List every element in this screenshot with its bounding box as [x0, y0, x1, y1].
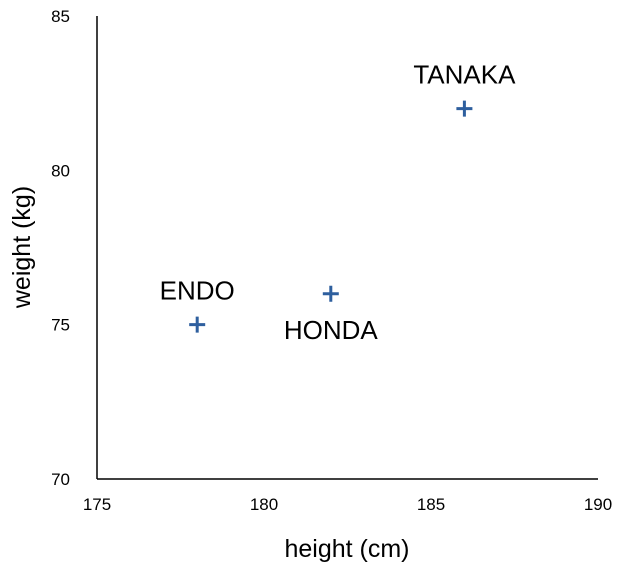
point-label: HONDA: [284, 315, 379, 345]
x-tick-label: 175: [83, 495, 111, 514]
data-points: TANAKA ENDO HONDA: [160, 60, 516, 345]
data-point-honda: HONDA: [284, 285, 379, 345]
x-tick-labels: 175 180 185 190: [83, 495, 612, 514]
y-tick-label: 80: [51, 161, 70, 180]
data-point-tanaka: TANAKA: [413, 60, 516, 117]
plus-marker: [322, 285, 339, 302]
plus-marker: [456, 100, 473, 117]
plus-marker: [189, 316, 206, 333]
x-tick-label: 190: [584, 495, 612, 514]
x-tick-label: 185: [417, 495, 445, 514]
y-tick-label: 70: [51, 470, 70, 489]
data-point-endo: ENDO: [160, 276, 235, 333]
axes: [96, 16, 598, 480]
x-axis-title: height (cm): [284, 535, 409, 563]
point-label: ENDO: [160, 276, 235, 306]
y-tick-label: 75: [51, 316, 70, 335]
y-axis-title: weight (kg): [8, 186, 36, 309]
point-label: TANAKA: [413, 60, 516, 90]
x-tick-label: 180: [250, 495, 278, 514]
y-tick-label: 85: [51, 7, 70, 26]
y-tick-labels: 70 75 80 85: [51, 7, 70, 489]
